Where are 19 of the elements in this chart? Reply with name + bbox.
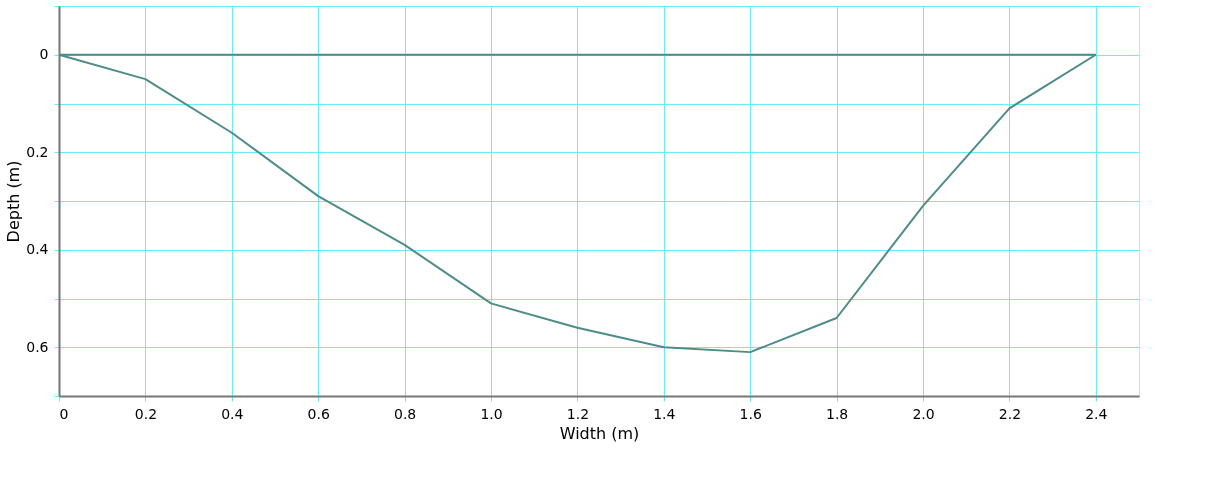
x-tick-label: 0.4 xyxy=(221,405,244,422)
x-tick-label: 2.2 xyxy=(998,405,1022,422)
x-tick-label: 0 xyxy=(59,405,69,422)
y-tick-label: 0.2 xyxy=(26,143,49,160)
y-axis-title: Depth (m) xyxy=(4,160,24,243)
x-tick-label: 1.0 xyxy=(480,405,503,422)
y-tick-label: 0.6 xyxy=(26,338,49,355)
x-tick-label: 1.8 xyxy=(825,405,849,422)
x-tick-label: 0.8 xyxy=(393,405,417,422)
x-tick-label: 2.4 xyxy=(1085,405,1108,422)
y-tick-label: 0 xyxy=(39,46,49,63)
x-axis-title: Width (m) xyxy=(559,423,640,443)
x-tick-label: 0.6 xyxy=(307,405,330,422)
y-tick-label: 0.4 xyxy=(26,241,49,258)
x-tick-label: 1.4 xyxy=(653,405,676,422)
x-tick-label: 1.6 xyxy=(739,405,762,422)
x-tick-label: 1.2 xyxy=(566,405,590,422)
x-tick-label: 2.0 xyxy=(912,405,935,422)
x-tick-label: 0.2 xyxy=(134,405,158,422)
